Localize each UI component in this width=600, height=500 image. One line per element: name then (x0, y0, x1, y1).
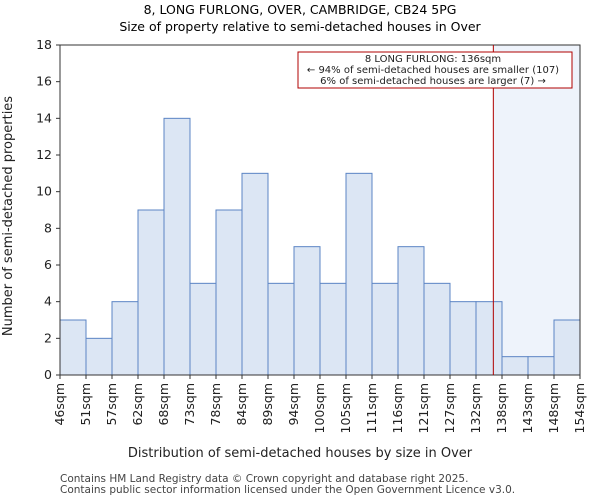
x-tick-label: 73sqm (182, 383, 197, 426)
x-tick-label: 51sqm (78, 383, 93, 426)
bar-0 (59, 319, 87, 376)
annotation-box: 8 LONG FURLONG: 136sqm ← 94% of semi-det… (297, 51, 573, 89)
x-tick-label: 78sqm (208, 383, 223, 426)
y-tick-label: 6 (44, 257, 52, 272)
footer-line2: Contains public sector information licen… (60, 484, 516, 496)
bar-18 (527, 356, 555, 376)
y-tick-label: 8 (44, 220, 52, 235)
x-tick-label: 148sqm (546, 383, 561, 433)
bar-16 (475, 301, 503, 376)
annotation-line2: ← 94% of semi-detached houses are smalle… (307, 65, 559, 76)
x-axis-label: Distribution of semi-detached houses by … (128, 446, 473, 461)
chart-title-line1: 8, LONG FURLONG, OVER, CAMBRIDGE, CB24 5… (144, 2, 457, 17)
x-tick-label: 57sqm (104, 383, 119, 426)
y-tick-label: 12 (36, 147, 52, 162)
bars-group (59, 117, 581, 376)
y-axis-label: Number of semi-detached properties (1, 96, 16, 336)
x-tick-label: 132sqm (468, 383, 483, 433)
y-tick-label: 18 (36, 37, 52, 52)
bar-7 (241, 172, 269, 376)
bar-17 (501, 356, 529, 376)
x-tick-label: 100sqm (312, 383, 327, 433)
bar-12 (371, 282, 399, 376)
y-tick-label: 16 (36, 74, 52, 89)
x-tick-label: 127sqm (442, 383, 457, 433)
y-tick-label: 2 (44, 330, 52, 345)
footer-line1: Contains HM Land Registry data © Crown c… (60, 473, 469, 485)
x-tick-label: 105sqm (338, 383, 353, 433)
chart-title-line2: Size of property relative to semi-detach… (119, 19, 481, 34)
x-tick-label: 116sqm (390, 383, 405, 433)
bar-15 (449, 301, 477, 376)
bar-2 (111, 301, 139, 376)
y-axis-ticks: 0 2 4 6 8 10 12 14 16 18 (36, 37, 60, 382)
x-tick-label: 138sqm (494, 383, 509, 433)
bar-13 (397, 246, 425, 376)
x-tick-label: 154sqm (572, 383, 587, 433)
annotation-line3: 6% of semi-detached houses are larger (7… (320, 76, 546, 87)
bar-3 (137, 209, 165, 376)
bar-14 (423, 282, 451, 376)
x-tick-label: 121sqm (416, 383, 431, 433)
annotation-frame (297, 51, 573, 89)
y-tick-label: 14 (36, 110, 52, 125)
bar-4 (163, 117, 191, 376)
x-tick-label: 62sqm (130, 383, 145, 426)
bar-9 (293, 246, 321, 376)
x-tick-label: 84sqm (234, 383, 249, 426)
x-tick-label: 68sqm (156, 383, 171, 426)
x-tick-label: 111sqm (364, 383, 379, 433)
bar-19 (553, 319, 581, 376)
y-tick-label: 10 (36, 184, 52, 199)
y-tick-label: 0 (44, 367, 52, 382)
bar-10 (319, 282, 347, 376)
bar-1 (85, 337, 113, 376)
x-tick-label: 94sqm (286, 383, 301, 426)
x-axis-ticks: 46sqm 51sqm 57sqm 62sqm 68sqm 73sqm 78sqm 84sqm… (52, 375, 587, 433)
bar-5 (189, 282, 217, 376)
y-tick-label: 4 (44, 294, 52, 309)
annotation-line1: 8 LONG FURLONG: 136sqm (365, 54, 501, 65)
x-tick-label: 46sqm (52, 383, 67, 426)
x-tick-label: 89sqm (260, 383, 275, 426)
bar-8 (267, 282, 295, 376)
bar-6 (215, 209, 243, 376)
x-tick-label: 143sqm (520, 383, 535, 433)
bar-11 (345, 172, 373, 376)
